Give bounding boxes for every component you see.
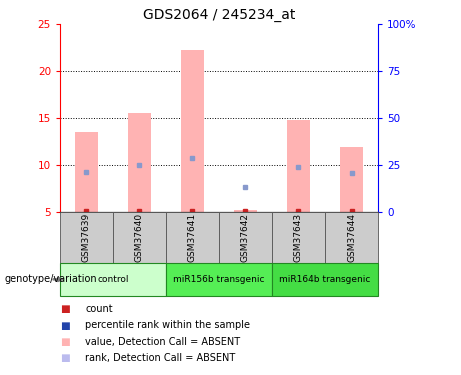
Bar: [325, 212, 378, 262]
Text: GSM37639: GSM37639: [82, 213, 91, 262]
Bar: [272, 262, 378, 296]
Bar: [60, 262, 166, 296]
Text: rank, Detection Call = ABSENT: rank, Detection Call = ABSENT: [85, 353, 236, 363]
Text: value, Detection Call = ABSENT: value, Detection Call = ABSENT: [85, 337, 240, 346]
Text: control: control: [97, 275, 129, 284]
Bar: [60, 212, 113, 262]
Text: miR164b transgenic: miR164b transgenic: [279, 275, 371, 284]
Bar: [113, 212, 166, 262]
Text: ■: ■: [60, 337, 70, 346]
Bar: [181, 50, 204, 212]
Text: ■: ■: [60, 321, 70, 330]
Bar: [75, 132, 98, 212]
Text: miR156b transgenic: miR156b transgenic: [173, 275, 265, 284]
Bar: [166, 262, 272, 296]
Text: genotype/variation: genotype/variation: [5, 274, 97, 284]
Text: count: count: [85, 304, 113, 314]
Text: GSM37642: GSM37642: [241, 213, 250, 262]
Bar: [166, 212, 219, 262]
Text: GSM37641: GSM37641: [188, 213, 197, 262]
Bar: [340, 147, 363, 212]
Text: GSM37644: GSM37644: [347, 213, 356, 262]
Bar: [234, 210, 257, 212]
Title: GDS2064 / 245234_at: GDS2064 / 245234_at: [143, 8, 295, 22]
Text: percentile rank within the sample: percentile rank within the sample: [85, 321, 250, 330]
Bar: [128, 113, 151, 212]
Bar: [272, 212, 325, 262]
Text: GSM37643: GSM37643: [294, 213, 303, 262]
Text: ■: ■: [60, 353, 70, 363]
Bar: [219, 212, 272, 262]
Text: ■: ■: [60, 304, 70, 314]
Bar: [287, 120, 310, 212]
Text: GSM37640: GSM37640: [135, 213, 144, 262]
